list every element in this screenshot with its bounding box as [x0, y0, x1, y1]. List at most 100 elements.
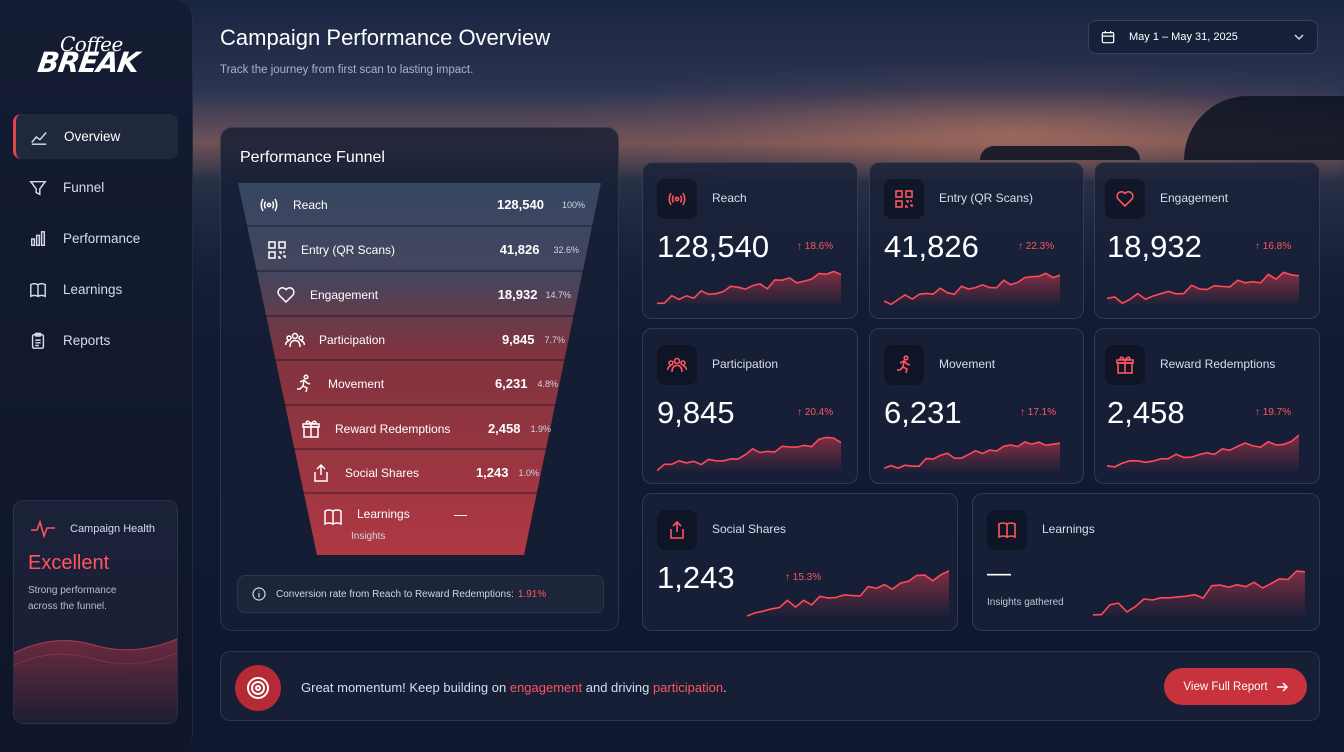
funnel-row-sublabel: Insights: [351, 531, 386, 542]
kpi-sparkline: [1107, 434, 1299, 473]
funnel-row-shares[interactable]: Social Shares 1,243 1.0%: [311, 451, 539, 494]
performance-funnel-panel: Performance Funnel Reach 128,540 100% En…: [220, 127, 619, 631]
funnel-row-percent: 7.7%: [544, 334, 565, 345]
kpi-change-value: 15.3%: [792, 572, 822, 583]
kpi-card-reach[interactable]: Reach 128,540 ↑ 18.6%: [642, 162, 858, 319]
clipboard-icon: [31, 332, 45, 349]
health-label: Campaign Health: [70, 523, 155, 535]
book-icon: [324, 509, 342, 526]
funnel-icon: [29, 180, 47, 195]
kpi-change: ↑ 22.3%: [1018, 241, 1055, 252]
kpi-note: Insights gathered: [987, 597, 1064, 608]
sparkline-line: [1107, 434, 1299, 468]
date-range-value: May 1 – May 31, 2025: [1129, 31, 1238, 43]
kpi-value: —: [987, 560, 1011, 587]
sidebar-item-reports[interactable]: Reports: [13, 318, 178, 363]
conversion-text: Conversion rate from Reach to Reward Red…: [276, 588, 514, 600]
insight-message: Great momentum! Keep building on engagem…: [301, 680, 727, 695]
arrow-right-icon: [1276, 681, 1288, 692]
info-icon: [252, 587, 266, 601]
funnel-row-label: Movement: [328, 376, 385, 391]
funnel-row-value: 128,540: [496, 197, 544, 212]
kpi-card-learnings[interactable]: Learnings — Insights gathered: [972, 493, 1320, 631]
kpi-change: ↑ 18.6%: [797, 241, 834, 252]
people-icon: [667, 357, 687, 373]
funnel-row-reach[interactable]: Reach 128,540 100%: [259, 183, 585, 226]
insight-banner: Great momentum! Keep building on engagem…: [220, 651, 1320, 721]
runner-icon: [897, 355, 911, 374]
heart-icon: [277, 286, 295, 303]
kpi-value: 41,826: [884, 229, 979, 264]
qr-code-icon: [268, 240, 286, 259]
sidebar-item-label: Learnings: [63, 282, 123, 297]
funnel-row-percent: 1.0%: [518, 467, 539, 478]
funnel-row-percent: 32.6%: [553, 244, 579, 255]
heart-icon: [1116, 191, 1134, 208]
funnel-row-participation[interactable]: Participation 9,845 7.7%: [285, 318, 565, 361]
logo-bottom-text: BREAK: [35, 46, 141, 79]
kpi-value: 128,540: [657, 229, 770, 264]
sidebar-item-learnings[interactable]: Learnings: [13, 267, 178, 312]
calendar-icon: [1101, 30, 1115, 44]
funnel-row-learnings[interactable]: Learnings — Insights: [323, 495, 513, 555]
kpi-sparkline: [1107, 271, 1299, 307]
conversion-value: 1.91%: [517, 588, 547, 600]
kpi-change-value: 22.3%: [1025, 241, 1055, 252]
share-icon: [670, 520, 684, 539]
date-range-picker[interactable]: May 1 – May 31, 2025: [1088, 20, 1318, 54]
page-title: Campaign Performance Overview: [220, 25, 551, 50]
sidebar-item-label: Performance: [63, 231, 141, 246]
funnel-title: Performance Funnel: [240, 149, 385, 166]
kpi-value: 2,458: [1107, 395, 1185, 430]
kpi-sparkline: [884, 272, 1060, 307]
funnel-row-percent: 14.7%: [545, 289, 571, 300]
kpi-change: ↑ 17.1%: [1020, 407, 1057, 418]
book-icon: [998, 522, 1016, 539]
kpi-value: 1,243: [657, 560, 735, 595]
sidebar: Coffee BREAK Overview Funnel Performance…: [0, 0, 193, 752]
kpi-sparkline: [884, 441, 1060, 473]
kpi-card-movement[interactable]: Movement 6,231 ↑ 17.1%: [869, 328, 1084, 484]
msg-post: .: [723, 680, 727, 695]
funnel-row-rewards[interactable]: Reward Redemptions 2,458 1.9%: [301, 407, 551, 450]
kpi-card-entry[interactable]: Entry (QR Scans) 41,826 ↑ 22.3%: [869, 162, 1084, 319]
gift-icon: [302, 420, 320, 438]
brand-logo[interactable]: Coffee BREAK: [35, 32, 158, 82]
sparkline-area: [657, 437, 841, 473]
kpi-card-engagement[interactable]: Engagement 18,932 ↑ 16.8%: [1094, 162, 1320, 319]
kpi-card-rewards[interactable]: Reward Redemptions 2,458 ↑ 19.7%: [1094, 328, 1320, 484]
funnel-row-engagement[interactable]: Engagement 18,932 14.7%: [276, 273, 571, 316]
funnel-row-entry[interactable]: Entry (QR Scans) 41,826 32.6%: [267, 228, 579, 271]
sparkline-line: [657, 270, 841, 305]
kpi-card-shares[interactable]: Social Shares 1,243 ↑ 15.3%: [642, 493, 958, 631]
kpi-change: ↑ 19.7%: [1255, 407, 1292, 418]
funnel-row-value: 41,826: [499, 242, 540, 257]
broadcast-icon: [260, 198, 278, 211]
funnel-row-value: 9,845: [501, 332, 535, 347]
kpi-change-value: 18.6%: [804, 241, 834, 252]
sidebar-item-performance[interactable]: Performance: [13, 216, 178, 261]
msg-highlight-engagement: engagement: [509, 680, 583, 695]
sidebar-item-funnel[interactable]: Funnel: [13, 165, 178, 210]
view-full-report-button[interactable]: View Full Report: [1164, 668, 1307, 705]
people-icon: [285, 332, 305, 347]
kpi-label: Entry (QR Scans): [939, 191, 1034, 205]
kpi-change-value: 19.7%: [1262, 407, 1292, 418]
funnel-row-value: 18,932: [497, 287, 538, 302]
kpi-change: ↑ 20.4%: [797, 407, 834, 418]
kpi-label: Reach: [712, 191, 747, 205]
gift-icon: [1116, 356, 1134, 374]
kpi-change-value: 17.1%: [1027, 407, 1057, 418]
sidebar-item-overview[interactable]: Overview: [13, 114, 178, 159]
runner-icon: [297, 373, 311, 392]
sparkline-line: [1107, 271, 1299, 305]
book-icon: [30, 282, 46, 297]
msg-pre: Great momentum! Keep building on: [301, 680, 510, 695]
conversion-rate-note: Conversion rate from Reach to Reward Red…: [237, 575, 604, 613]
kpi-card-participation[interactable]: Participation 9,845 ↑ 20.4%: [642, 328, 858, 484]
sparkline-area: [1093, 571, 1305, 618]
sparkline-area: [884, 273, 1060, 307]
funnel-row-value: —: [454, 507, 467, 522]
qr-code-icon: [895, 190, 913, 208]
funnel-row-movement[interactable]: Movement 6,231 4.8%: [294, 362, 558, 405]
